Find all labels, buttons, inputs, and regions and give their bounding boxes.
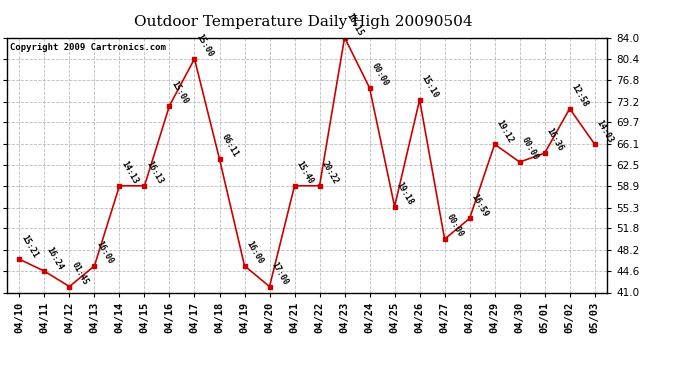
Text: Copyright 2009 Cartronics.com: Copyright 2009 Cartronics.com bbox=[10, 43, 166, 52]
Text: 15:21: 15:21 bbox=[19, 233, 40, 259]
Text: 20:22: 20:22 bbox=[319, 160, 340, 186]
Text: 00:00: 00:00 bbox=[444, 213, 465, 239]
Text: 19:18: 19:18 bbox=[395, 180, 415, 207]
Text: 19:12: 19:12 bbox=[495, 118, 515, 144]
Text: 16:00: 16:00 bbox=[95, 240, 115, 266]
Text: 16:13: 16:13 bbox=[144, 160, 165, 186]
Text: 15:00: 15:00 bbox=[195, 33, 215, 59]
Text: 12:58: 12:58 bbox=[570, 82, 590, 109]
Text: 16:36: 16:36 bbox=[544, 127, 565, 153]
Text: 15:10: 15:10 bbox=[420, 74, 440, 100]
Text: 16:24: 16:24 bbox=[44, 245, 65, 271]
Text: 16:15: 16:15 bbox=[344, 11, 365, 38]
Text: 15:40: 15:40 bbox=[295, 160, 315, 186]
Text: 17:00: 17:00 bbox=[270, 260, 290, 286]
Text: 01:45: 01:45 bbox=[70, 260, 90, 286]
Text: 00:00: 00:00 bbox=[370, 62, 390, 88]
Text: 16:00: 16:00 bbox=[244, 240, 265, 266]
Text: Outdoor Temperature Daily High 20090504: Outdoor Temperature Daily High 20090504 bbox=[135, 15, 473, 29]
Text: 14:03: 14:03 bbox=[595, 118, 615, 144]
Text: 06:11: 06:11 bbox=[219, 133, 240, 159]
Text: 00:00: 00:00 bbox=[520, 136, 540, 162]
Text: 15:00: 15:00 bbox=[170, 80, 190, 106]
Text: 16:59: 16:59 bbox=[470, 192, 490, 218]
Text: 14:13: 14:13 bbox=[119, 160, 140, 186]
